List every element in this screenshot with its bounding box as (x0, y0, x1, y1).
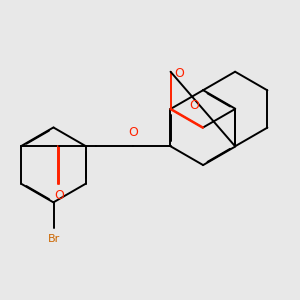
Text: Br: Br (48, 234, 60, 244)
Text: O: O (54, 189, 64, 202)
Text: O: O (189, 99, 199, 112)
Text: O: O (174, 67, 184, 80)
Text: O: O (128, 126, 138, 139)
